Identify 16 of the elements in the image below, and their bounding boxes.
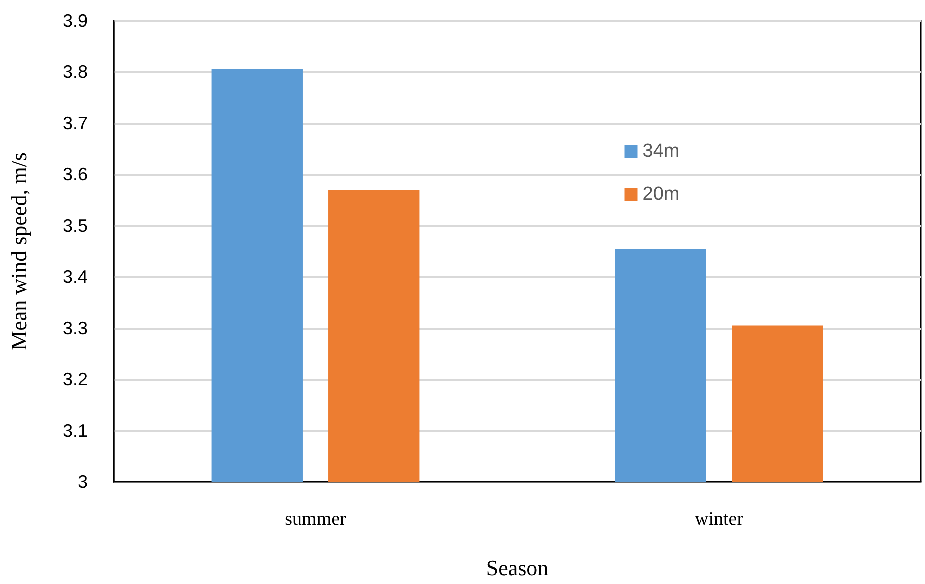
y-tick-label: 3.2 (62, 370, 88, 390)
x-axis-title: Season (486, 556, 549, 580)
legend-label: 34m (642, 141, 680, 162)
y-tick-label: 3.1 (62, 420, 88, 441)
y-tick-label: 3.9 (62, 11, 88, 31)
y-axis-title: Mean wind speed, m/s (6, 152, 32, 350)
y-tick-label: 3.7 (62, 113, 88, 134)
y-tick-label: 3.4 (62, 267, 88, 288)
x-tick-label: winter (694, 509, 744, 530)
y-tick-label: 3.5 (62, 216, 88, 236)
y-tick-label: 3 (78, 472, 88, 492)
y-tick-label: 3.3 (62, 318, 88, 338)
y-tick-label: 3.6 (62, 164, 88, 185)
legend-label: 20m (642, 184, 680, 206)
y-tick-label: 3.8 (62, 62, 88, 82)
x-tick-label: summer (285, 509, 348, 530)
